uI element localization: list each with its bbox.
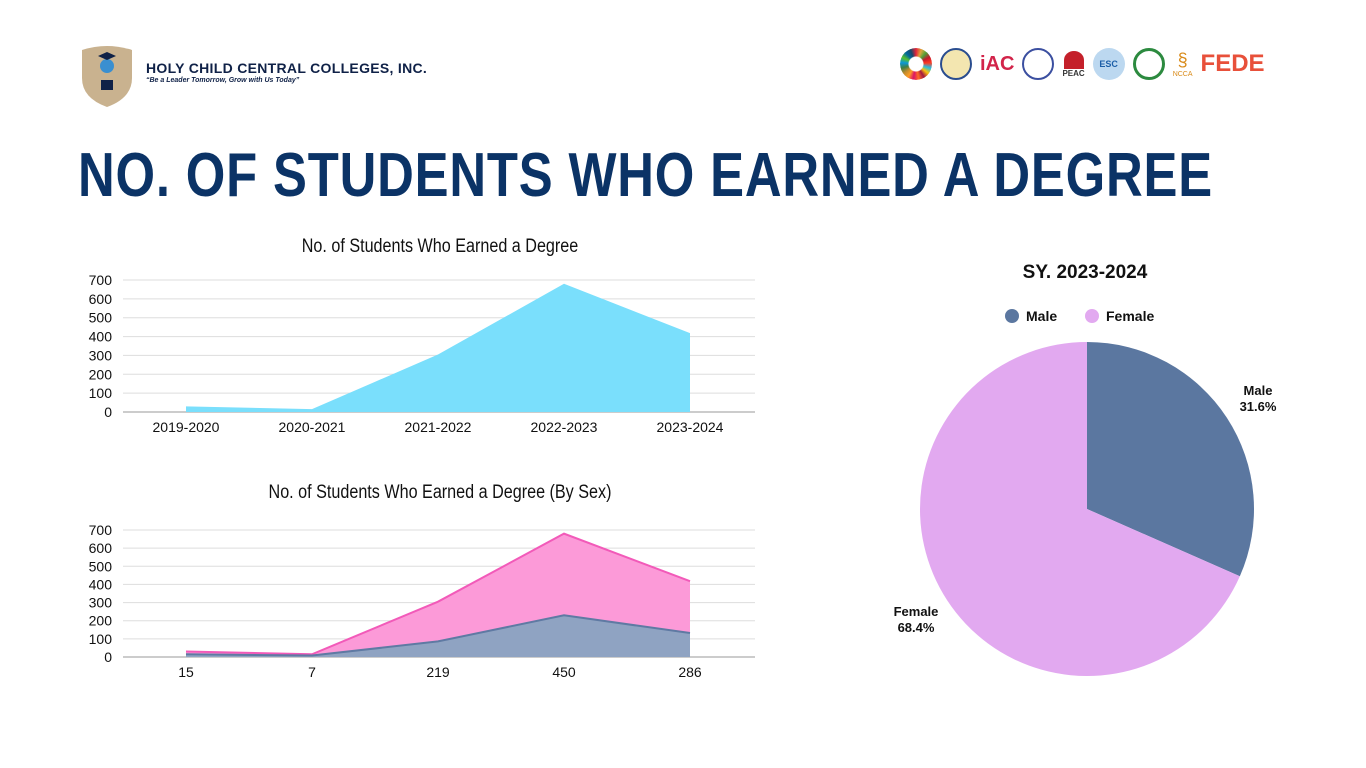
y-tick-label: 400 [89, 329, 113, 345]
y-tick-label: 0 [104, 649, 112, 665]
y-tick-label: 0 [104, 404, 112, 420]
pie-slice-male [1087, 342, 1254, 577]
sdg-icon [900, 48, 932, 80]
seal-icon [940, 48, 972, 80]
iac-logo: iAC [980, 52, 1015, 75]
y-tick-label: 200 [89, 366, 113, 382]
legend-swatch-female [1085, 309, 1099, 323]
deped-seal-icon [1022, 48, 1055, 80]
x-tick-label: 450 [552, 664, 576, 680]
y-tick-label: 400 [89, 576, 113, 592]
by-sex-area-chart: 0 100 200 300 400 500 600 700 15 7 219 450 286 [89, 522, 755, 680]
legend-swatch-male [1005, 309, 1019, 323]
legend-label-female: Female [1106, 308, 1154, 324]
total-area-chart: 0 100 200 300 400 500 600 700 2019-2020 2020-2021… [89, 272, 755, 435]
area-total [186, 283, 690, 412]
y-tick-label: 100 [89, 385, 113, 401]
x-tick-label: 7 [308, 664, 316, 680]
x-tick-label: 2023-2024 [657, 419, 724, 435]
page-title: NO. OF STUDENTS WHO EARNED A DEGREE [78, 141, 1213, 210]
school-tagline: “Be a Leader Tomorrow, Grow with Us Toda… [146, 77, 300, 84]
line-female [185, 532, 691, 656]
y-tick-label: 500 [89, 558, 113, 574]
x-tick-label: 2020-2021 [279, 419, 346, 435]
peac-logo: PEAC [1062, 50, 1085, 78]
slice-value: 31.6% [1240, 399, 1277, 414]
area-female [186, 533, 690, 656]
legend-label-male: Male [1026, 308, 1057, 324]
pie-title: SY. 2023-2024 [1022, 262, 1148, 283]
y-tick-label: 200 [89, 613, 113, 629]
x-tick-label: 15 [178, 664, 194, 680]
y-tick-label: 100 [89, 631, 113, 647]
x-tick-label: 2022-2023 [531, 419, 598, 435]
area-male [186, 615, 690, 657]
y-tick-label: 300 [89, 347, 113, 363]
school-logo [82, 46, 132, 107]
y-tick-label: 500 [89, 310, 113, 326]
y-tick-label: 700 [89, 522, 113, 538]
school-name: HOLY CHILD CENTRAL COLLEGES, INC. [146, 60, 428, 76]
esc-logo: ESC [1092, 48, 1125, 80]
ncca-logo: § NCCA [1172, 50, 1193, 78]
y-tick-label: 600 [89, 291, 113, 307]
fede-logo: FEDE [1200, 50, 1265, 77]
chart-title-total: No. of Students Who Earned a Degree [301, 236, 579, 257]
chart-title-by-sex: No. of Students Who Earned a Degree (By … [268, 482, 612, 503]
x-tick-label: 219 [426, 664, 450, 680]
green-seal-icon [1132, 48, 1165, 80]
slice-label: Male [1244, 383, 1273, 398]
x-tick-label: 286 [678, 664, 702, 680]
x-tick-label: 2019-2020 [153, 419, 220, 435]
pie-slice-female [920, 342, 1240, 676]
slice-label: Female [894, 604, 939, 619]
partner-logos: iAC PEAC ESC § NCCA FEDE [900, 48, 1265, 80]
line-male [185, 614, 691, 657]
y-tick-label: 600 [89, 540, 113, 556]
slice-value: 68.4% [898, 620, 935, 635]
y-tick-label: 300 [89, 595, 113, 611]
y-tick-label: 700 [89, 272, 113, 288]
x-tick-label: 2021-2022 [405, 419, 472, 435]
